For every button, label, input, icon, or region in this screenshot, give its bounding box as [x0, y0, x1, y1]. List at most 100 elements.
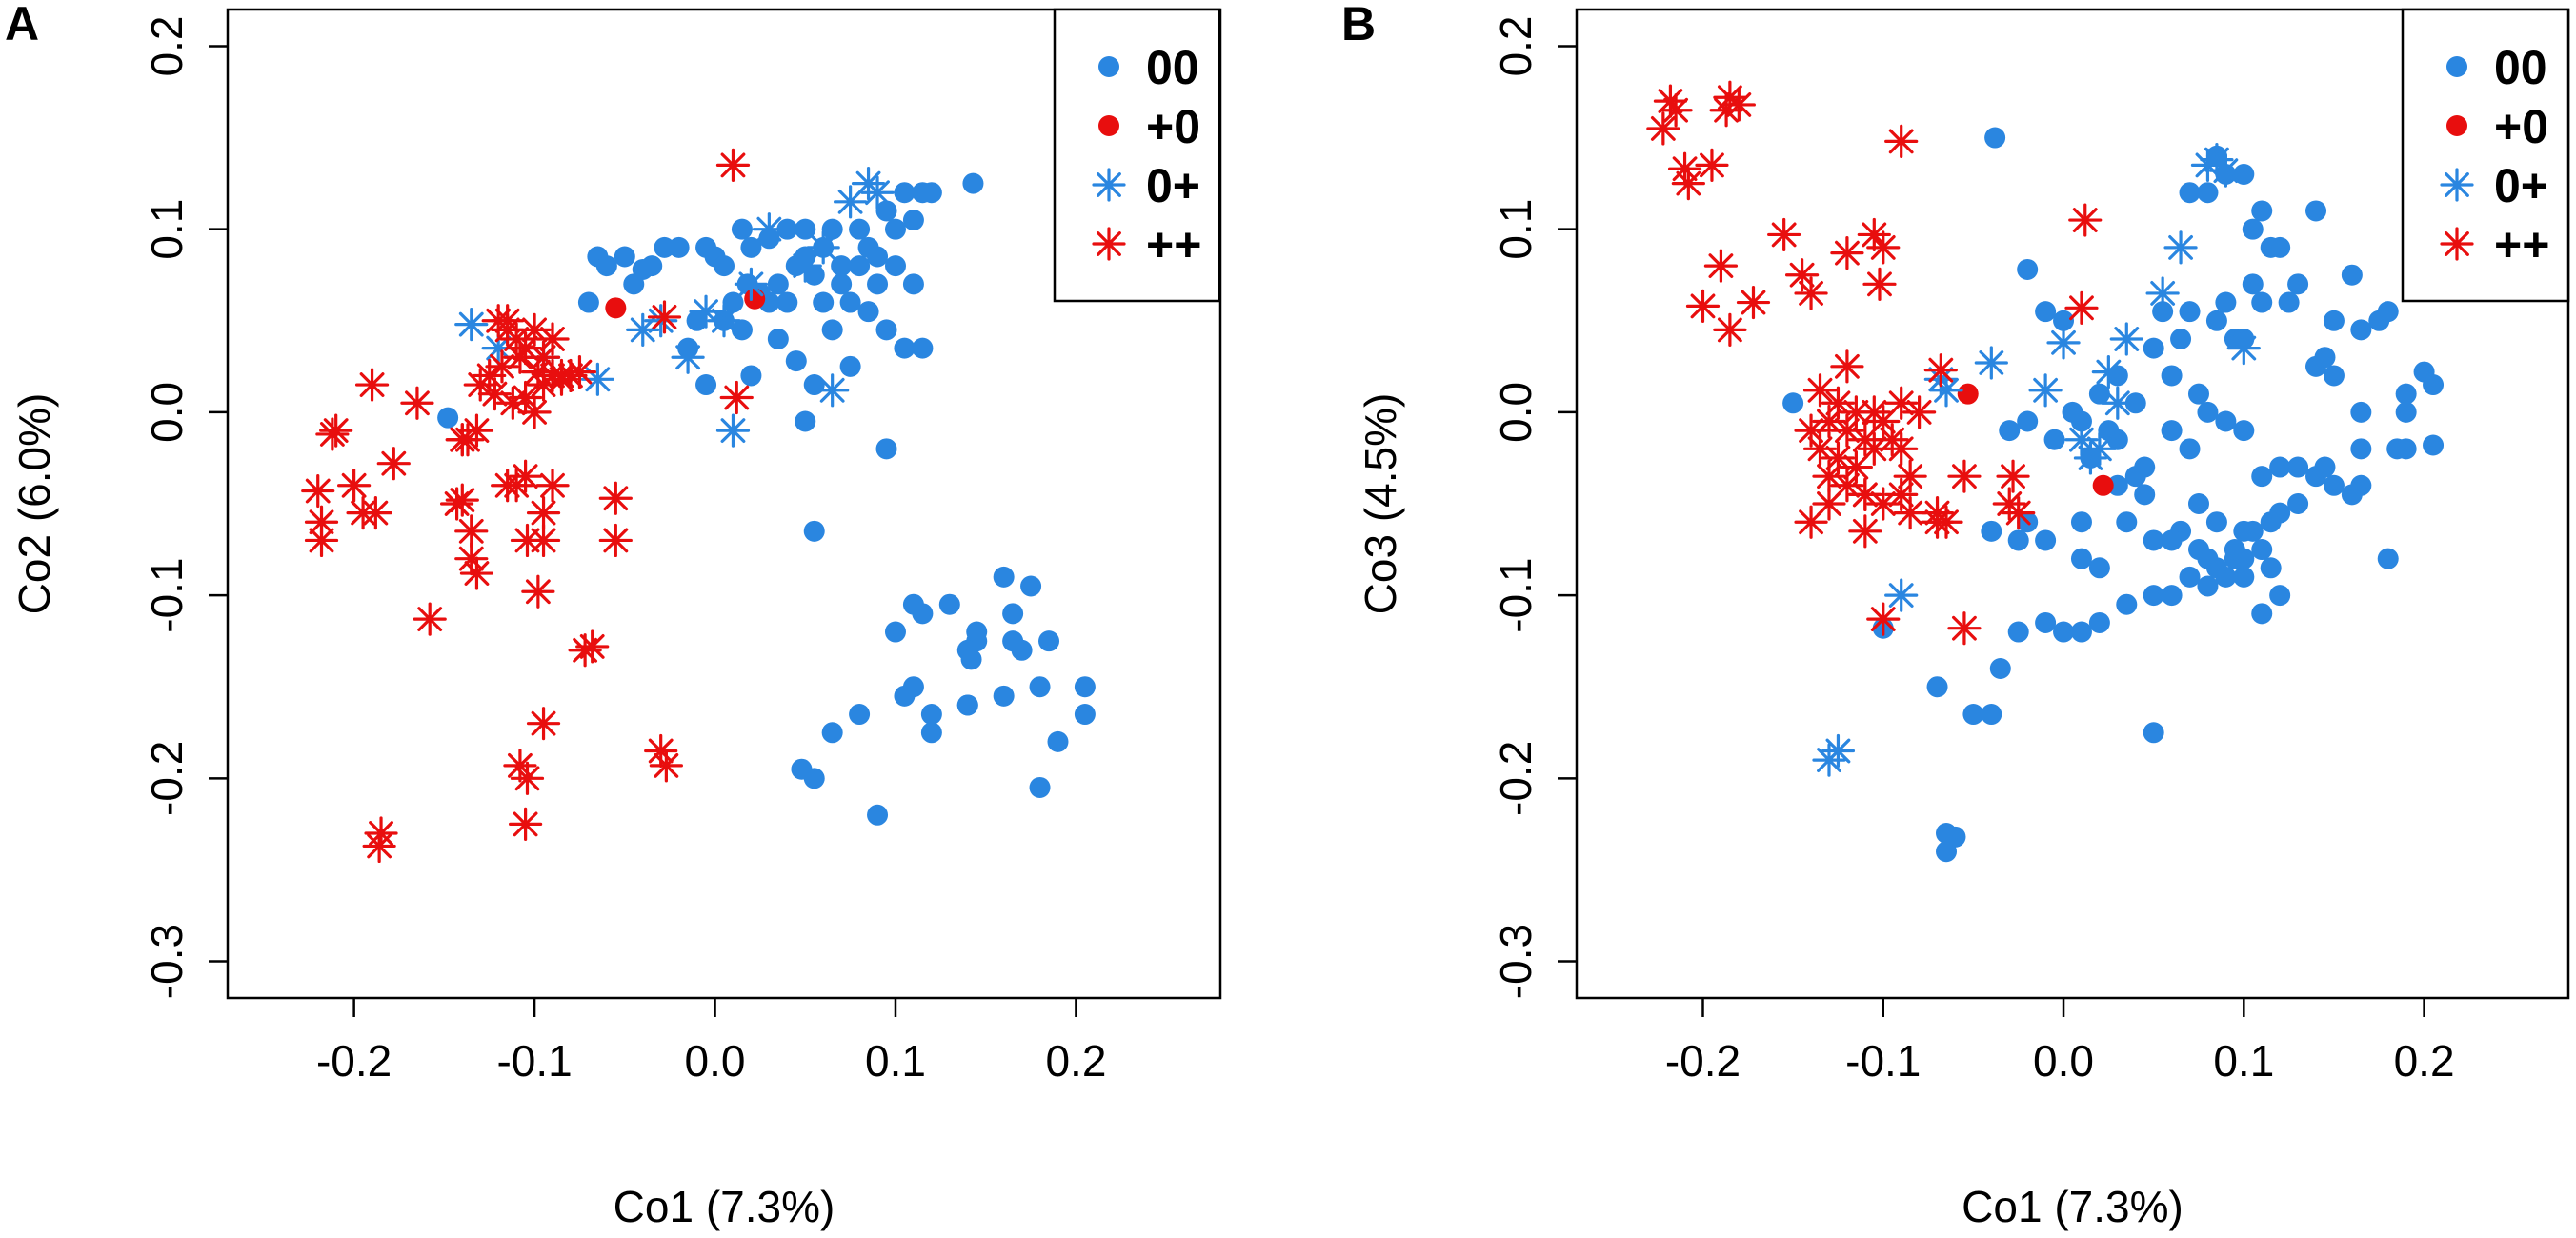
data-point — [445, 423, 479, 457]
data-point — [849, 704, 871, 726]
data-point — [1848, 477, 1882, 511]
data-point — [2314, 456, 2336, 478]
data-point — [491, 304, 525, 338]
data-point — [2143, 529, 2164, 551]
data-point — [2070, 621, 2092, 643]
data-point — [2035, 529, 2057, 551]
data-point — [2233, 548, 2255, 569]
data-point — [2053, 621, 2075, 643]
data-point — [614, 246, 635, 268]
data-point — [815, 373, 850, 408]
y-tick-label: 0.0 — [142, 382, 191, 443]
data-point — [526, 496, 561, 530]
data-point — [2260, 557, 2282, 579]
data-point — [956, 694, 978, 716]
data-point — [1830, 236, 1864, 270]
data-point — [2242, 218, 2264, 240]
data-point — [2314, 347, 2336, 369]
data-point — [2043, 429, 2065, 450]
data-point — [2062, 401, 2083, 423]
data-point — [2124, 466, 2146, 488]
data-point — [740, 236, 762, 258]
data-point — [1926, 676, 1948, 698]
series-dot-blue — [437, 172, 1096, 826]
data-point — [884, 218, 906, 240]
data-points — [301, 148, 1096, 864]
data-point — [2179, 566, 2201, 588]
data-point — [791, 758, 813, 780]
data-point — [2287, 493, 2309, 514]
series-star-blue — [1812, 143, 2261, 777]
data-point — [752, 212, 786, 247]
data-point — [795, 410, 816, 432]
y-axis-title: Co2 (6.0%) — [10, 393, 59, 615]
data-point — [1866, 230, 1901, 265]
plot-frame — [1575, 8, 2570, 1000]
legend-box — [2401, 8, 2570, 303]
data-point — [1659, 93, 1693, 128]
data-point — [1989, 658, 2011, 679]
data-point — [2046, 326, 2081, 360]
data-point — [1029, 676, 1051, 698]
x-tick-label: 0.1 — [2213, 1036, 2274, 1086]
data-point — [857, 301, 879, 323]
x-tick-label: 0.0 — [2033, 1036, 2094, 1086]
data-point — [2017, 258, 2039, 280]
data-point — [485, 349, 519, 384]
data-point — [2205, 557, 2227, 579]
data-point — [2287, 456, 2309, 478]
y-tick-label: 0.0 — [1491, 382, 1540, 443]
data-point — [920, 704, 942, 726]
data-point — [731, 319, 753, 341]
data-point — [1981, 704, 2002, 726]
data-point — [1862, 267, 1897, 301]
data-point — [535, 469, 570, 503]
data-point — [1020, 575, 1042, 597]
legend-marker — [2446, 56, 2467, 77]
data-point — [2028, 373, 2063, 408]
data-point — [2233, 420, 2255, 442]
data-point — [2226, 331, 2261, 366]
legend-label: 0+ — [1146, 159, 1200, 212]
data-point — [362, 829, 396, 864]
data-point — [2323, 365, 2345, 387]
data-point — [1002, 603, 1024, 625]
data-point — [2088, 557, 2110, 579]
data-point — [875, 438, 897, 460]
data-point — [813, 291, 835, 313]
data-point — [785, 350, 807, 372]
data-point — [1920, 496, 1955, 530]
data-point — [595, 255, 617, 277]
data-point — [2395, 438, 2417, 460]
x-tick-label: 0.2 — [2394, 1036, 2455, 1086]
data-point — [526, 707, 561, 741]
data-point — [510, 523, 545, 558]
data-point — [2143, 585, 2164, 607]
data-point — [1703, 249, 1739, 283]
legend-marker — [1098, 115, 1119, 136]
legend-marker — [1092, 227, 1126, 261]
panel-letter: A — [5, 0, 39, 50]
data-point — [1884, 386, 1919, 420]
y-tick-label: 0.1 — [1491, 199, 1540, 260]
data-point — [831, 255, 853, 277]
legend-label: 00 — [2494, 41, 2547, 94]
data-point — [2341, 264, 2363, 286]
series-star-red — [1646, 80, 2103, 646]
panel-b: -0.2 -0.1 0.0 0.1 0.2 -0.3 -0.2 -0.1 0.0 0.1 0.2 Co… — [1341, 0, 2570, 1231]
data-point — [598, 523, 633, 558]
data-point — [535, 358, 570, 393]
x-tick-label: -0.1 — [1845, 1036, 1921, 1086]
legend: 00 +0 0+ ++ — [2401, 8, 2570, 303]
data-point — [834, 185, 868, 219]
data-point — [364, 816, 398, 850]
data-point — [2233, 164, 2255, 185]
data-point — [2197, 182, 2219, 204]
data-point — [776, 291, 798, 313]
data-point — [1736, 285, 1771, 320]
data-point — [413, 602, 447, 636]
data-point — [966, 621, 988, 643]
y-tick-label: 0.1 — [142, 199, 191, 260]
data-point — [1721, 88, 1756, 122]
data-point — [2269, 236, 2291, 258]
